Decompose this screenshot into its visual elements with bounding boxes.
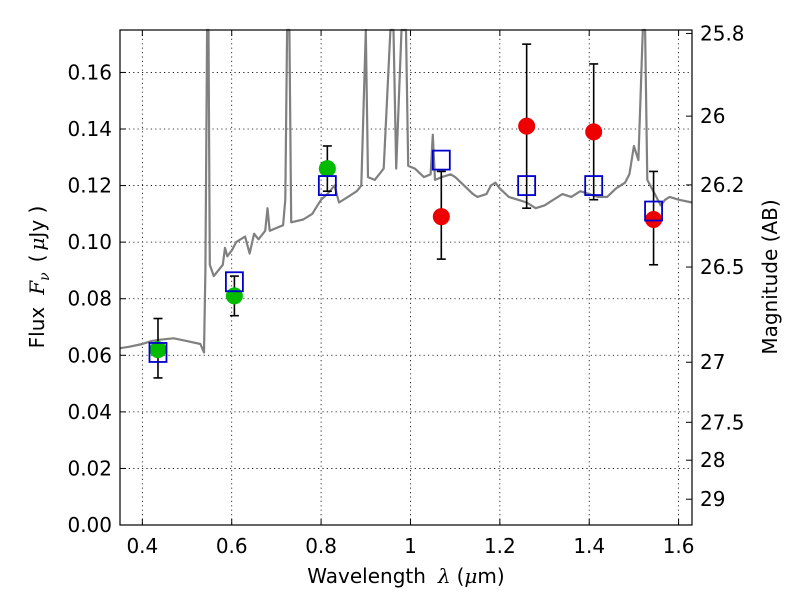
- model-flux-square: [517, 175, 537, 196]
- y2-tick-label: 26.2: [700, 173, 745, 197]
- tick-layer: 0.4 0.6 0.8 1 1.2 1.4 1.6 0.00 0.02 0.04 0.06 0.08 0…: [67, 21, 744, 558]
- y2-tick-label: 26.5: [700, 255, 745, 279]
- model-layer: [119, 28, 693, 354]
- model-flux-square: [431, 149, 451, 171]
- photometry-point: [645, 211, 663, 229]
- x-tick-label: 0.4: [126, 534, 158, 558]
- model-flux-square: [584, 175, 604, 196]
- model-flux-square: [317, 175, 337, 196]
- y-tick-label: 0.10: [67, 230, 112, 254]
- y2-axis-label: Magnitude (AB): [758, 199, 782, 354]
- y-tick-label: 0.12: [67, 174, 112, 198]
- y-tick-label: 0.08: [67, 287, 112, 311]
- model-spectrum-line: [119, 28, 693, 354]
- y2-tick-label: 29: [700, 487, 725, 511]
- x-tick-label: 0.6: [216, 534, 248, 558]
- y-axis-label: FluxFν(μJy ): [25, 206, 53, 349]
- y2-tick-label: 27.5: [700, 410, 745, 434]
- y-tick-label: 0.02: [67, 456, 112, 480]
- x-tick-label: 1.6: [663, 534, 695, 558]
- y-tick-label: 0.04: [67, 400, 112, 424]
- plot-frame: [119, 29, 693, 526]
- y-tick-label: 0.00: [67, 513, 112, 537]
- x-tick-label: 1: [404, 534, 417, 558]
- x-tick-label: 1.2: [484, 534, 516, 558]
- y-tick-label: 0.06: [67, 343, 112, 367]
- photometry-point: [518, 117, 536, 135]
- y2-tick-label: 26: [700, 104, 725, 128]
- y2-tick-label: 27: [700, 350, 725, 374]
- photometry-point: [318, 160, 336, 178]
- photometry-point: [585, 123, 603, 141]
- photometry-point: [225, 287, 243, 305]
- photometry-point: [432, 208, 450, 226]
- y2-tick-label: 28: [700, 448, 725, 472]
- x-tick-label: 1.4: [573, 534, 605, 558]
- y2-tick-label: 25.8: [700, 21, 745, 45]
- model-flux-square: [644, 200, 663, 222]
- photometry-point: [149, 341, 167, 359]
- model-flux-square: [148, 342, 168, 363]
- error-bar-layer: [153, 43, 659, 379]
- y-tick-label: 0.16: [67, 60, 112, 84]
- marker-layer: [148, 117, 663, 363]
- y-tick-label: 0.14: [67, 117, 112, 141]
- x-axis-label: Wavelength λ (μm): [307, 564, 504, 588]
- model-flux-square: [224, 271, 244, 293]
- x-tick-label: 0.8: [305, 534, 337, 558]
